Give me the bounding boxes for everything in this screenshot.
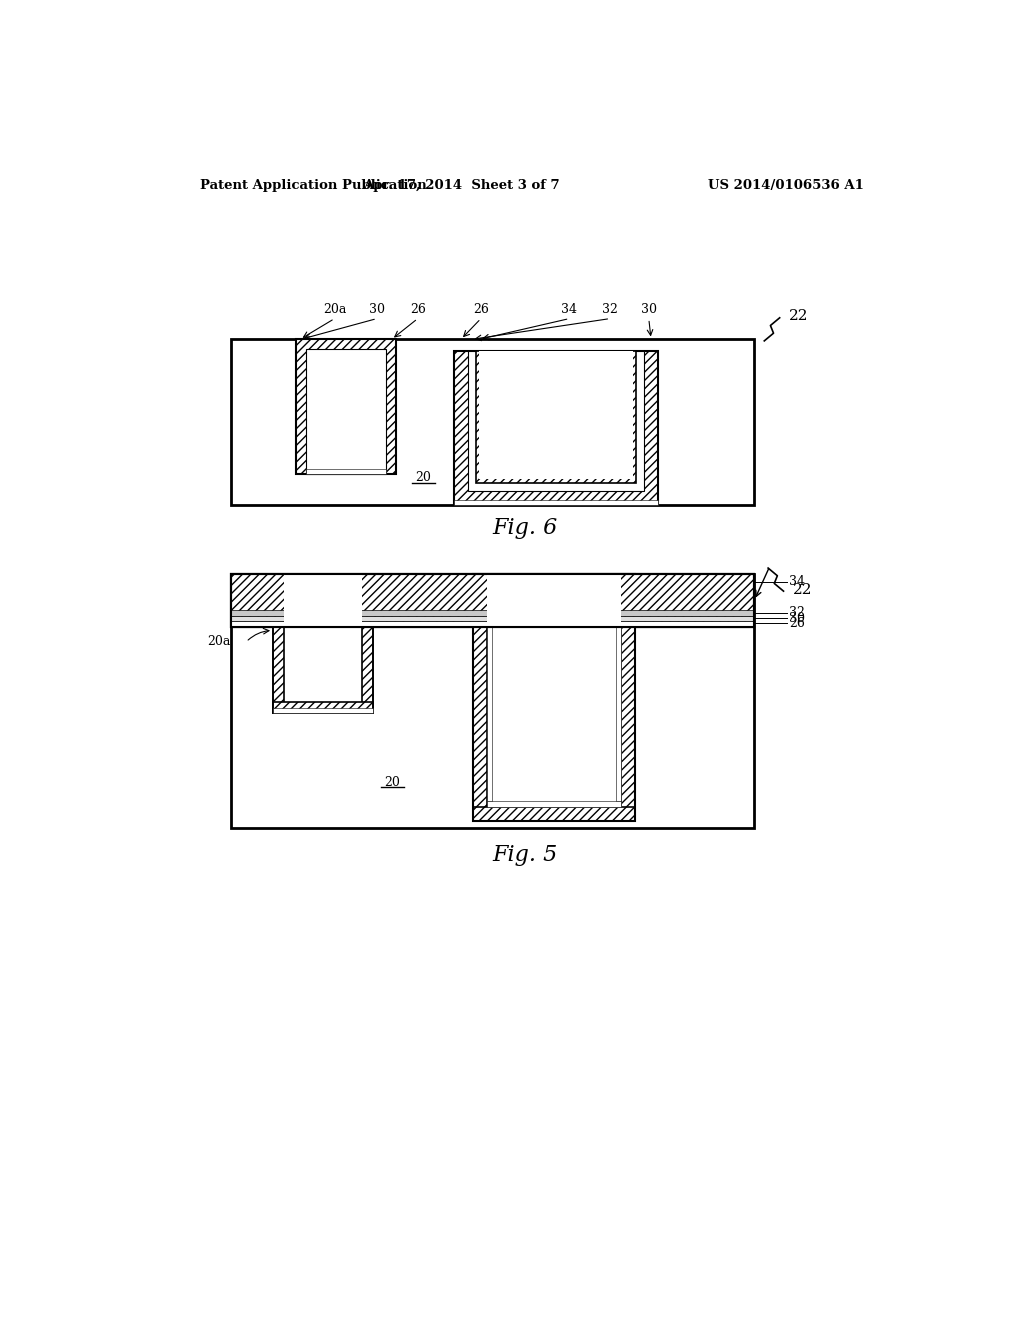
Bar: [487, 574, 621, 627]
Bar: [487, 574, 493, 801]
Text: 22: 22: [788, 309, 808, 323]
Bar: [273, 702, 373, 713]
Bar: [273, 574, 284, 713]
Text: Fig. 5: Fig. 5: [493, 845, 557, 866]
Text: 30: 30: [641, 304, 656, 317]
Text: 32: 32: [602, 304, 618, 317]
Bar: [306, 350, 386, 474]
Bar: [296, 339, 396, 474]
Text: US 2014/0106536 A1: US 2014/0106536 A1: [708, 178, 864, 191]
Bar: [454, 500, 658, 506]
Bar: [473, 574, 635, 821]
Bar: [473, 574, 635, 627]
Text: 22: 22: [793, 582, 812, 597]
Text: 34: 34: [561, 304, 578, 317]
Bar: [306, 470, 386, 474]
Bar: [230, 610, 755, 615]
Text: Fig. 6: Fig. 6: [493, 517, 557, 539]
Bar: [454, 351, 658, 506]
Text: Patent Application Publication: Patent Application Publication: [200, 178, 427, 191]
Text: Apr. 17, 2014  Sheet 3 of 7: Apr. 17, 2014 Sheet 3 of 7: [364, 178, 560, 191]
Bar: [468, 351, 644, 491]
Bar: [230, 610, 755, 615]
Text: 20a: 20a: [323, 304, 346, 317]
Bar: [230, 574, 755, 627]
Bar: [473, 807, 635, 821]
Bar: [230, 574, 755, 627]
Bar: [273, 574, 373, 713]
Text: 26: 26: [410, 304, 426, 317]
Text: 20: 20: [415, 471, 431, 484]
Bar: [273, 708, 373, 713]
Bar: [230, 615, 755, 622]
Bar: [273, 574, 373, 627]
Bar: [454, 351, 658, 506]
Text: 26: 26: [473, 304, 488, 317]
Bar: [284, 574, 362, 627]
Bar: [473, 574, 635, 821]
Bar: [621, 574, 635, 821]
Bar: [615, 574, 621, 801]
Bar: [230, 574, 755, 829]
Bar: [230, 339, 755, 506]
Bar: [296, 339, 396, 474]
Text: 26: 26: [788, 616, 805, 630]
Text: 30: 30: [369, 304, 385, 317]
Bar: [473, 574, 487, 821]
Bar: [230, 622, 755, 627]
Text: 20a: 20a: [208, 635, 231, 648]
Bar: [475, 351, 637, 483]
Text: 34: 34: [788, 576, 805, 589]
Bar: [362, 574, 373, 713]
Bar: [230, 615, 755, 622]
Bar: [230, 574, 755, 627]
Bar: [479, 351, 633, 479]
Bar: [273, 574, 373, 713]
Text: 30: 30: [788, 611, 805, 624]
Text: 20: 20: [384, 776, 400, 788]
Bar: [487, 801, 621, 807]
Text: 32: 32: [788, 606, 805, 619]
Bar: [230, 622, 755, 627]
